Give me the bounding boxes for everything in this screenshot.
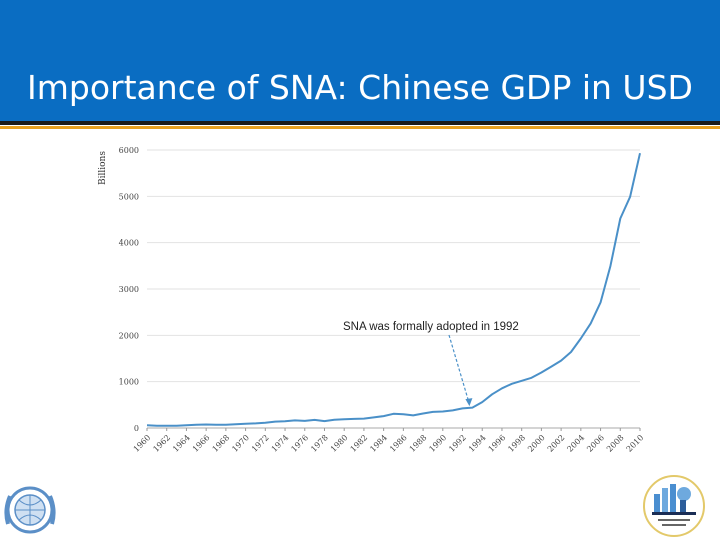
y-tick-label: 3000 — [119, 285, 139, 294]
gdp-series-line — [146, 152, 641, 427]
x-tick-label: 1980 — [329, 433, 350, 454]
x-tick-label: 1970 — [230, 433, 251, 454]
x-tick-label: 1968 — [211, 433, 232, 454]
x-tick-label: 1986 — [388, 433, 409, 454]
x-tick-label: 1982 — [349, 433, 370, 454]
divider-line — [0, 121, 720, 125]
x-axis-ticks: 1960196219641966196819701972197419761978… — [132, 428, 646, 454]
title-banner: Importance of SNA: Chinese GDP in USD — [0, 0, 720, 121]
annotation-arrow — [448, 334, 470, 405]
annotation-layer: SNA was formally adopted in 1992 — [343, 321, 519, 407]
y-tick-label: 5000 — [119, 192, 139, 201]
slide-title: Importance of SNA: Chinese GDP in USD — [27, 68, 693, 107]
x-tick-label: 2004 — [565, 433, 586, 454]
y-axis-label: Billions — [98, 151, 108, 185]
x-tick-label: 2010 — [625, 433, 646, 454]
annotation-arrowhead — [465, 398, 473, 407]
x-tick-label: 1960 — [132, 433, 153, 454]
un-emblem-icon — [4, 486, 56, 534]
x-tick-label: 1998 — [506, 433, 527, 454]
series-layer — [146, 152, 641, 427]
x-tick-label: 2000 — [526, 433, 547, 454]
y-tick-label: 0 — [134, 424, 139, 433]
y-axis-ticks: 0 1000 2000 3000 4000 5000 6000 — [119, 146, 139, 433]
x-tick-label: 1996 — [487, 433, 508, 454]
x-tick-label: 1974 — [270, 433, 291, 454]
y-tick-label: 1000 — [119, 378, 139, 387]
african-centre-for-statistics-logo — [643, 475, 705, 537]
x-tick-label: 1984 — [368, 433, 389, 454]
x-tick-label: 2006 — [585, 433, 606, 454]
x-tick-label: 1976 — [289, 433, 310, 454]
x-tick-label: 1966 — [191, 433, 212, 454]
x-tick-label: 1994 — [467, 433, 488, 454]
accent-line — [0, 126, 720, 129]
x-tick-label: 1962 — [151, 433, 172, 454]
y-tick-label: 6000 — [119, 146, 139, 155]
x-tick-label: 2002 — [546, 433, 567, 454]
y-tick-label: 4000 — [119, 239, 139, 248]
annotation-text: SNA was formally adopted in 1992 — [343, 321, 519, 333]
x-tick-label: 1990 — [427, 433, 448, 454]
x-tick-label: 1978 — [309, 433, 330, 454]
x-tick-label: 1988 — [408, 433, 429, 454]
x-tick-label: 2008 — [605, 433, 626, 454]
x-tick-label: 1972 — [250, 433, 271, 454]
y-tick-label: 2000 — [119, 331, 139, 340]
x-tick-label: 1964 — [171, 433, 192, 454]
x-tick-label: 1992 — [447, 433, 468, 454]
gridlines — [147, 149, 640, 429]
